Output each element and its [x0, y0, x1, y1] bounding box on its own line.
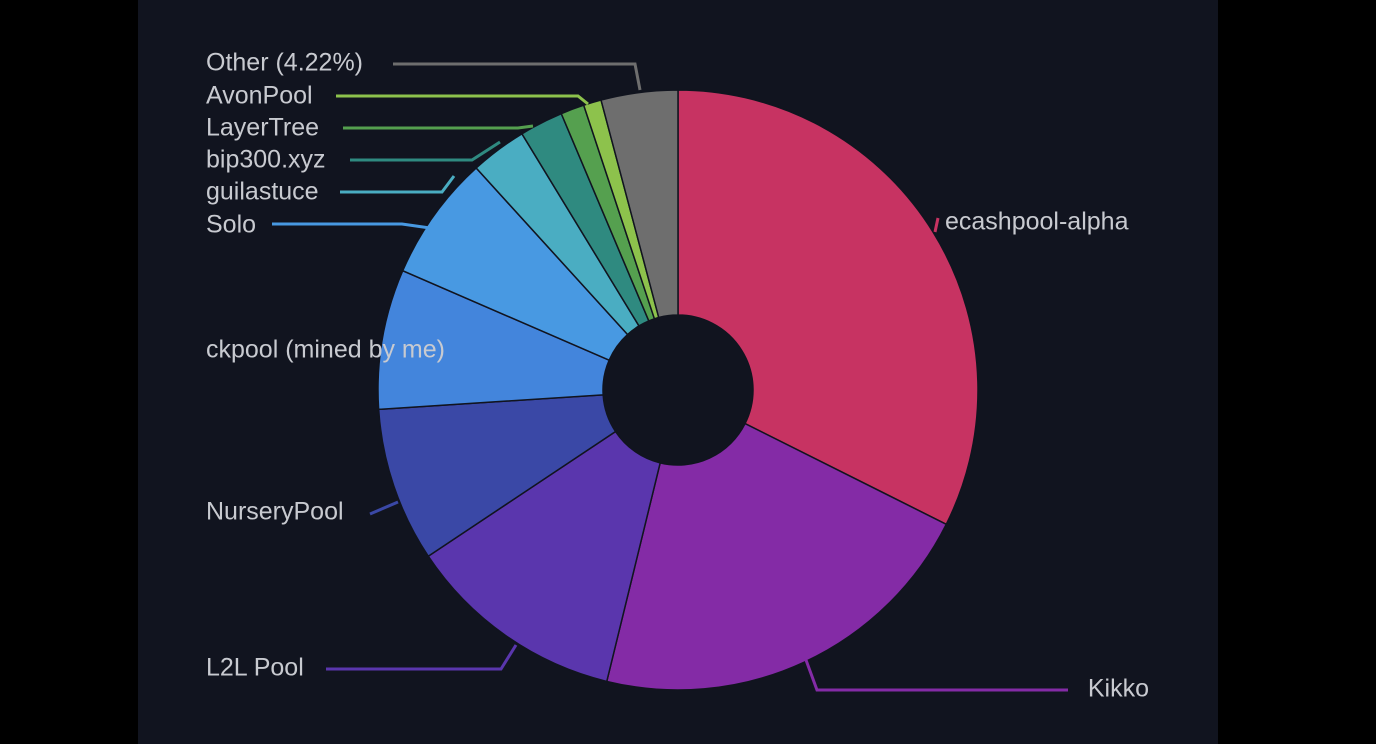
label-avonpool: AvonPool — [206, 82, 313, 110]
label-ckpool-mined-by-me: ckpool (mined by me) — [206, 336, 445, 364]
leader-line-ecashpool-alpha — [933, 217, 940, 233]
label-l2l-pool: L2L Pool — [206, 654, 304, 682]
leader-line-l2l-pool — [326, 644, 518, 671]
label-other-4-22: Other (4.22%) — [206, 49, 363, 77]
label-ecashpool-alpha: ecashpool-alpha — [945, 208, 1129, 236]
leader-line-nurserypool — [369, 500, 399, 516]
label-bip300-xyz: bip300.xyz — [206, 146, 326, 174]
leader-line-kikko — [804, 659, 1068, 692]
leader-line-avonpool — [336, 94, 589, 106]
label-kikko: Kikko — [1088, 675, 1149, 703]
slice-kikko[interactable] — [605, 422, 948, 691]
leader-line-solo — [272, 222, 431, 230]
label-guilastuce: guilastuce — [206, 178, 319, 206]
leader-line-bip300-xyz — [350, 140, 501, 162]
pool-share-donut-chart: ecashpool-alpha Kikko L2L Pool NurseryPool c… — [206, 49, 1149, 703]
label-solo: Solo — [206, 211, 256, 239]
label-nurserypool: NurseryPool — [206, 498, 344, 526]
leader-line-layertree — [343, 124, 534, 130]
chart-panel: ecashpool-alpha Kikko L2L Pool NurseryPool c… — [138, 0, 1218, 744]
label-layertree: LayerTree — [206, 114, 319, 142]
leader-line-other-4-22 — [393, 62, 642, 91]
leader-line-guilastuce — [340, 175, 456, 194]
donut-hole — [603, 315, 753, 465]
